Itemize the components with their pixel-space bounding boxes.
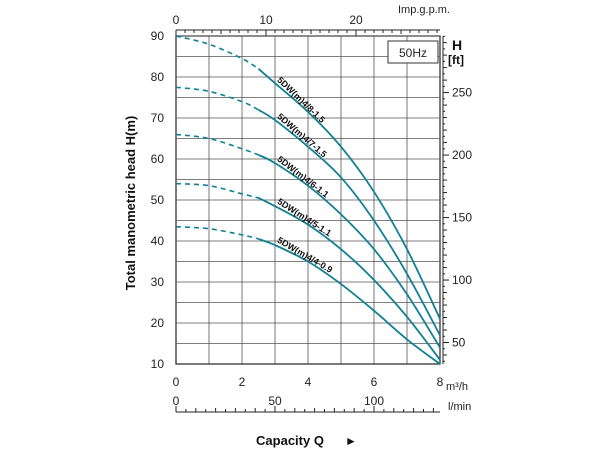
curve-dashed-segment <box>175 133 259 156</box>
curve-solid-segment <box>258 197 441 361</box>
y-tick-label: 20 <box>151 316 165 330</box>
curve-solid-segment <box>257 68 441 320</box>
top-tick-label: 10 <box>259 13 273 27</box>
x-tick-label: 0 <box>173 375 180 389</box>
right-axis-unit-sub: [ft] <box>448 53 464 67</box>
frequency-label: 50Hz <box>399 46 427 60</box>
curve-solid-segment <box>258 154 441 349</box>
y-tick-label: 80 <box>151 70 165 84</box>
curve-dashed-segment <box>175 182 259 199</box>
y-tick-label: 50 <box>151 193 165 207</box>
y-tick-label: 70 <box>151 111 165 125</box>
right-tick-label: 200 <box>452 148 472 162</box>
top-axis-unit: Imp.g.p.m. <box>398 4 450 16</box>
curve-solid-segment <box>258 238 441 365</box>
y-tick-label: 30 <box>151 275 165 289</box>
right-tick-label: 150 <box>452 211 472 225</box>
curve-dashed-segment <box>175 225 259 240</box>
y-tick-label: 90 <box>151 29 165 43</box>
frequency-box <box>387 40 439 64</box>
x-tick-label: 6 <box>371 375 378 389</box>
x-tick-label: 2 <box>239 375 246 389</box>
curve-dashed-segment <box>175 86 259 111</box>
lmin-axis-unit: l/min <box>448 401 471 413</box>
y-tick-label: 60 <box>151 152 165 166</box>
top-tick-label: 20 <box>349 13 363 27</box>
x-axis-title: Capacity Q <box>256 433 324 448</box>
bottom-axis-unit: m³/h <box>446 381 468 393</box>
lmin-tick-label: 100 <box>364 394 384 408</box>
right-tick-label: 250 <box>452 86 472 100</box>
lmin-tick-label: 0 <box>173 394 180 408</box>
right-axis-unit: H <box>452 37 462 53</box>
lmin-tick-label: 50 <box>268 394 282 408</box>
x-axis-arrow: ► <box>345 434 357 448</box>
y-tick-label: 40 <box>151 234 165 248</box>
curve-dashed-segment <box>175 35 259 70</box>
y-tick-label: 10 <box>151 357 165 371</box>
x-tick-label: 4 <box>305 375 312 389</box>
curve-solid-segment <box>258 109 441 336</box>
curve-label: 5DW(m)4/6-1.1 <box>275 154 330 200</box>
y-axis-title: Total manometric head H(m) <box>123 116 138 291</box>
top-tick-label: 0 <box>173 13 180 27</box>
curve-label: 5DW(m)4/5-1.1 <box>276 196 334 238</box>
x-tick-label: 8 <box>437 375 444 389</box>
grid <box>175 35 441 365</box>
right-tick-label: 100 <box>452 273 472 287</box>
right-tick-label: 50 <box>452 336 466 350</box>
